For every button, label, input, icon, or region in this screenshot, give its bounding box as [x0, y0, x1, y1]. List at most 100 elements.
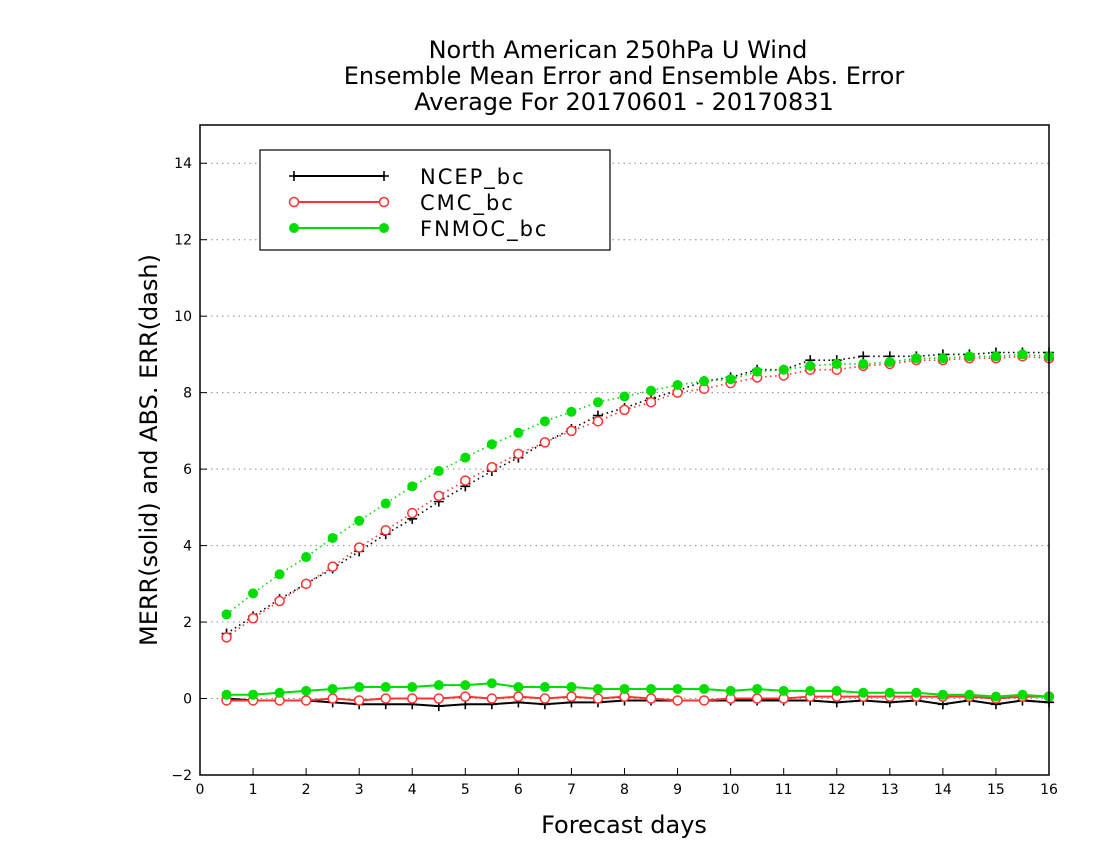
mean-err-point — [248, 689, 259, 700]
y-tick-label: 2 — [183, 615, 192, 631]
abs-err-point — [884, 357, 895, 368]
abs-err-line — [226, 353, 1050, 616]
chart-title: North American 250hPa U Wind Ensemble Me… — [344, 36, 905, 116]
abs-err-point — [486, 461, 498, 473]
abs-err-point — [274, 595, 285, 607]
abs-err-point — [460, 452, 471, 463]
mean-err-point — [592, 683, 603, 694]
legend-item: FNMOC_bc — [289, 217, 546, 242]
mean-err-point — [964, 689, 975, 700]
x-tick-label: 11 — [775, 782, 793, 798]
abs-err-point — [513, 448, 524, 460]
abs-err-point — [460, 475, 471, 486]
y-tick-label: 8 — [183, 386, 192, 402]
abs-err-point — [911, 353, 922, 364]
mean-err-point — [751, 693, 763, 704]
abs-err-point — [327, 532, 338, 543]
abs-err-point — [646, 385, 657, 396]
abs-err-point — [778, 364, 789, 375]
abs-err-point — [672, 380, 683, 390]
mean-err-point — [407, 682, 418, 693]
abs-err-point — [831, 358, 842, 369]
x-axis-ticks: 0 1 2 3 4 5 6 7 8 9 10 11 12 13 14 15 16 — [196, 768, 1058, 798]
mean-err-point — [699, 683, 710, 694]
mean-err-point — [990, 691, 1001, 702]
x-tick-label: 14 — [934, 782, 952, 798]
abs-err-point — [592, 416, 604, 427]
mean-err-point — [646, 683, 657, 694]
x-tick-label: 6 — [514, 782, 523, 798]
mean-err-point — [327, 693, 338, 704]
mean-err-point — [698, 695, 710, 706]
abs-err-point — [380, 525, 391, 536]
x-tick-label: 7 — [567, 782, 576, 798]
abs-err-point — [752, 366, 763, 377]
mean-err-point — [327, 683, 338, 694]
mean-err-point — [937, 689, 948, 700]
mean-err-point — [433, 680, 444, 691]
abs-err-point — [566, 406, 577, 417]
title-line-1: North American 250hPa U Wind — [429, 36, 808, 64]
abs-err-point — [619, 391, 630, 402]
mean-err-point — [672, 683, 683, 694]
mean-err-point — [221, 689, 232, 700]
title-line-2: Ensemble Mean Error and Ensemble Abs. Er… — [344, 62, 905, 90]
mean-err-point — [619, 683, 630, 694]
mean-err-point — [1017, 689, 1028, 700]
title-line-3: Average For 20170601 - 20170831 — [414, 88, 834, 116]
y-tick-label: 12 — [174, 233, 192, 249]
abs-err-point — [353, 542, 365, 553]
y-axis-label: MERR(solid) and ABS. ERR(dash) — [135, 254, 163, 646]
y-tick-label: 14 — [174, 156, 192, 172]
abs-err-point — [619, 404, 630, 416]
legend-marker — [288, 196, 300, 208]
x-tick-label: 2 — [302, 782, 311, 798]
y-tick-label: −2 — [171, 768, 192, 784]
mean-err-point — [566, 691, 577, 702]
abs-err-point — [433, 466, 444, 477]
mean-err-point — [672, 695, 683, 706]
x-tick-label: 4 — [408, 782, 417, 798]
legend-marker — [379, 223, 389, 233]
x-tick-label: 13 — [881, 782, 899, 798]
abs-err-point — [699, 376, 710, 387]
abs-err-point — [858, 358, 869, 369]
mean-err-point — [433, 693, 445, 704]
abs-err-point — [539, 437, 551, 448]
x-tick-label: 1 — [249, 782, 258, 798]
mean-err-point — [752, 683, 763, 694]
x-tick-label: 10 — [722, 782, 740, 798]
abs-err-point — [1017, 349, 1028, 360]
mean-err-point — [805, 685, 816, 696]
mean-err-point — [486, 678, 497, 689]
mean-err-point — [513, 691, 524, 702]
y-tick-label: 10 — [174, 309, 192, 325]
abs-err-point — [592, 397, 603, 408]
legend-label: CMC_bc — [420, 191, 515, 216]
mean-err-point — [460, 680, 471, 691]
x-tick-label: 15 — [987, 782, 1005, 798]
mean-err-point — [380, 693, 391, 704]
abs-err-line — [226, 355, 1050, 639]
abs-err-point — [990, 351, 1001, 362]
x-tick-label: 0 — [196, 782, 205, 798]
abs-err-point — [407, 481, 418, 492]
abs-err-point — [513, 427, 524, 438]
abs-err-point — [301, 552, 312, 563]
mean-err-point — [354, 682, 365, 693]
mean-err-point — [778, 685, 789, 696]
x-tick-label: 5 — [461, 782, 470, 798]
y-tick-label: 0 — [183, 692, 192, 708]
plot-series — [221, 347, 1055, 712]
x-tick-label: 12 — [828, 782, 846, 798]
abs-err-point — [327, 561, 338, 572]
mean-err-point — [884, 687, 895, 698]
abs-err-point — [407, 507, 418, 519]
abs-err-point — [433, 490, 445, 502]
mean-err-point — [592, 693, 604, 704]
abs-err-point — [805, 360, 816, 371]
abs-err-point — [539, 416, 550, 427]
x-tick-label: 3 — [355, 782, 364, 798]
